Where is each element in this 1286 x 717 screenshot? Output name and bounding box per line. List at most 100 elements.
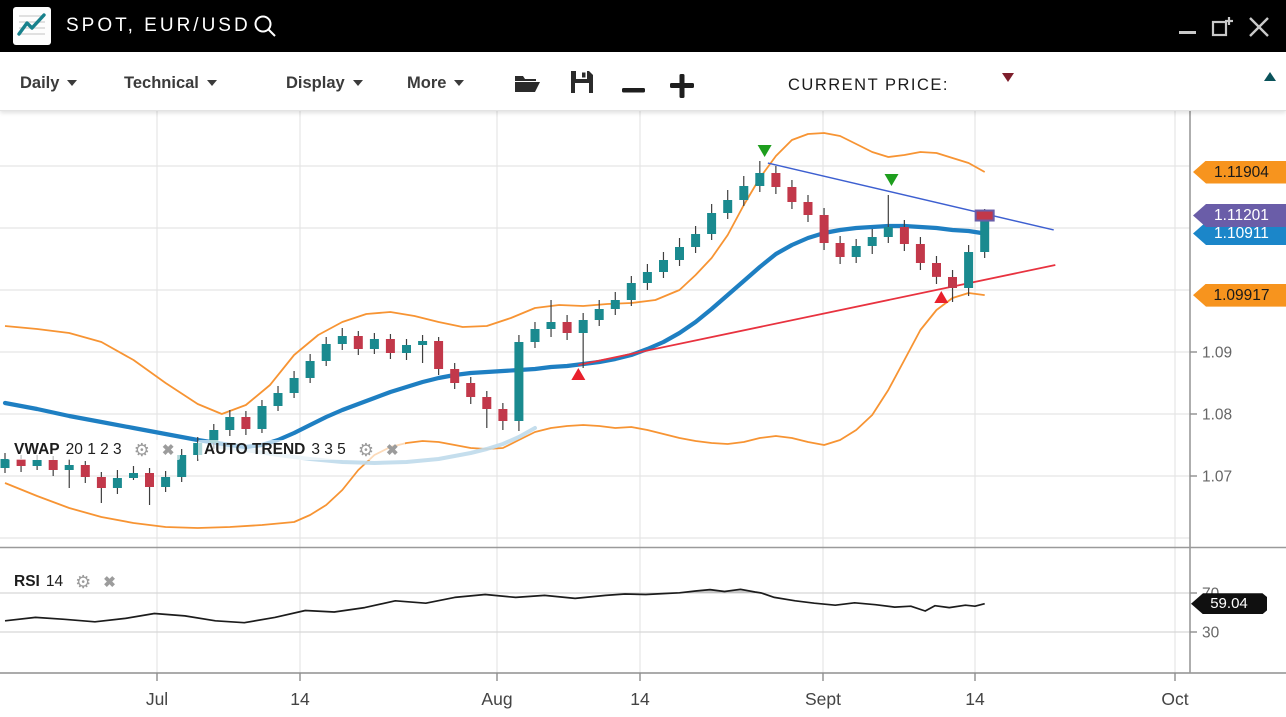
timeframe-menu[interactable]: Daily [20,74,78,93]
search-icon[interactable] [252,13,278,44]
candle-body[interactable] [241,417,251,429]
autotrend-settings-gear-icon[interactable]: ⚙ [357,440,374,460]
zoom-out-icon[interactable] [622,82,648,100]
candle-body[interactable] [594,309,604,320]
candle-body[interactable] [80,465,90,477]
candle-body[interactable] [915,244,925,263]
candle-body[interactable] [546,322,556,329]
timeframe-menu-label: Daily [20,74,60,92]
candle-body[interactable] [209,430,219,443]
minimize-button[interactable] [1179,31,1196,34]
candle-body[interactable] [321,344,331,361]
price-tag-blue[interactable]: 1.10911 [1193,222,1286,245]
trendline-support[interactable] [578,264,1056,366]
candle-body[interactable] [755,173,765,186]
candle-body[interactable] [771,173,781,187]
candle-body[interactable] [787,187,797,202]
candle-body[interactable] [16,459,26,466]
candle-body[interactable] [867,237,877,246]
trendline-resistance[interactable] [767,162,1054,231]
candle-body[interactable] [530,329,540,342]
candle-body[interactable] [803,202,813,215]
close-button[interactable] [1247,15,1271,44]
candle-body[interactable] [0,459,10,468]
candle-body[interactable] [369,339,379,349]
candle-body[interactable] [948,277,957,288]
candle-body[interactable] [289,378,299,393]
candle-body[interactable] [273,393,283,406]
candle-body[interactable] [225,417,235,430]
autotrend-remove-icon[interactable]: ✖ [385,441,399,459]
vwap-settings-gear-icon[interactable]: ⚙ [133,440,150,460]
candle-body[interactable] [353,336,363,349]
candle-body[interactable] [177,455,187,477]
candle-body[interactable] [466,383,476,397]
candle-body[interactable] [337,336,347,344]
candle-body[interactable] [626,283,636,300]
candle-body[interactable] [129,473,138,478]
candle-body[interactable] [418,341,428,345]
candle-body[interactable] [851,246,861,257]
candle-body[interactable] [642,272,652,283]
rsi-remove-icon[interactable]: ✖ [103,573,116,591]
chevron-down-icon [206,80,217,86]
candle-body[interactable] [723,200,733,213]
candle-body[interactable] [402,345,411,353]
price-tag-orange[interactable]: 1.11904 [1193,160,1286,184]
popout-window-button[interactable] [1210,14,1236,45]
candle-body[interactable] [883,227,893,237]
candle-body[interactable] [659,260,668,272]
display-menu[interactable]: Display [286,74,363,93]
buy-signal-icon [571,368,586,381]
candle-body[interactable] [48,460,58,470]
price-tag-purple[interactable]: 1.11201 [1193,204,1286,227]
candle-body[interactable] [899,227,909,244]
y-axis-label: 1.09 [1202,345,1232,362]
candle-body[interactable] [514,342,524,421]
candle-body[interactable] [739,186,749,200]
candle-body[interactable] [161,477,171,487]
bid-price-button[interactable]: 1.11198 [994,67,1130,102]
candle-body[interactable] [691,234,701,247]
candle-body[interactable] [707,213,717,234]
ask-price-button[interactable]: 1.11204 [1148,67,1281,102]
open-folder-icon[interactable] [512,70,542,101]
price-chart-canvas[interactable]: 1.091.081.077030Jul14Aug14Sept14Oct [0,110,1286,717]
candle-body[interactable] [193,443,203,455]
candle-body[interactable] [305,361,315,378]
candle-body[interactable] [932,263,941,277]
candle-body[interactable] [96,477,106,488]
more-menu[interactable]: More [407,74,465,93]
vwap-remove-icon[interactable]: ✖ [161,441,175,459]
candle-body[interactable] [675,247,684,260]
candle-body[interactable] [257,406,267,429]
candle-body[interactable] [32,460,42,466]
candle-body[interactable] [145,473,154,487]
candle-body[interactable] [610,300,620,309]
candle-body[interactable] [964,252,974,288]
price-up-arrow-icon [1264,72,1276,81]
candle-body[interactable] [450,369,460,383]
candle-body[interactable] [498,409,508,421]
technical-menu[interactable]: Technical [124,74,217,93]
candle-body[interactable] [835,243,845,257]
candle-body[interactable] [385,339,395,353]
x-axis-label: Jul [146,689,168,709]
candle-body[interactable] [64,465,74,470]
price-tag-orange[interactable]: 1.09917 [1193,283,1286,307]
candle-body[interactable] [578,320,588,333]
candle-body[interactable] [819,215,829,243]
zoom-in-icon[interactable] [668,72,696,105]
last-price-marker[interactable] [974,209,995,222]
save-icon[interactable] [569,69,595,100]
candle-body[interactable] [434,341,444,369]
candle-body[interactable] [980,215,990,253]
candle-body[interactable] [112,478,122,488]
technical-menu-label: Technical [124,74,199,92]
rsi-settings-gear-icon[interactable]: ⚙ [75,572,92,592]
candle-body[interactable] [482,397,492,409]
chevron-down-icon [67,80,78,86]
candle-body[interactable] [562,322,572,333]
rsi-indicator-params: 14 [45,573,64,590]
